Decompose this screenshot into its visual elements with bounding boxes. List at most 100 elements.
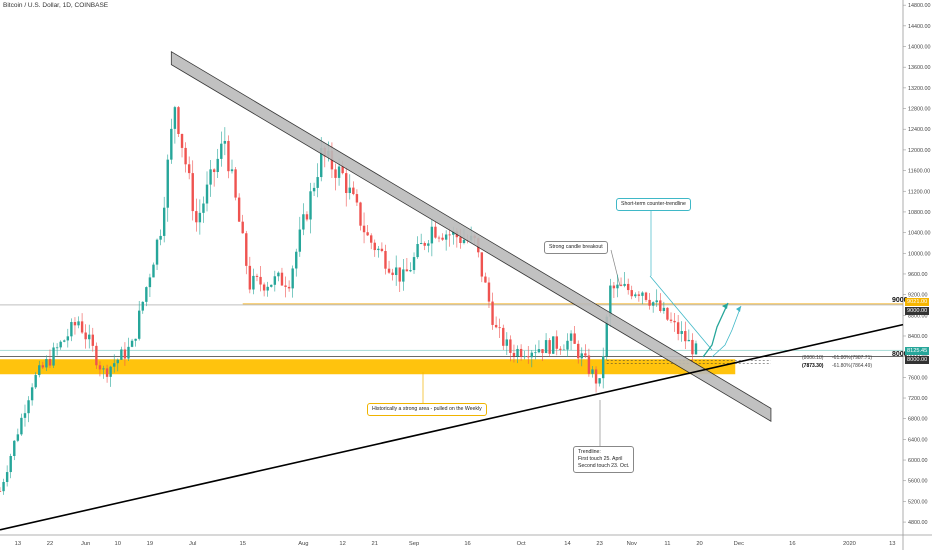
y-tick-label: 12000.00 <box>908 148 930 154</box>
candle-body <box>116 359 119 364</box>
candle-body <box>66 336 70 341</box>
candle-body <box>252 275 255 290</box>
candle-body <box>223 140 227 144</box>
candle-body <box>394 267 398 276</box>
x-tick-label: 23 <box>596 541 602 547</box>
x-tick-label: Jun <box>81 541 90 547</box>
candle-body <box>502 327 505 346</box>
candle-body <box>509 339 512 353</box>
candle-body <box>162 207 166 236</box>
support-zone <box>0 359 736 375</box>
candle-body <box>662 307 666 311</box>
candle-body <box>155 239 159 265</box>
note-trendline-touches: Trendline: First touch 25. April Second … <box>573 446 635 474</box>
projection-arrowhead-teal <box>736 306 741 312</box>
projection-arrowhead-green <box>722 303 728 309</box>
counter-trendline <box>649 275 713 351</box>
candle-body <box>609 285 612 317</box>
candle-body <box>601 356 605 379</box>
candle-body <box>173 107 177 129</box>
price-tag-9021: 9021.00 <box>905 298 930 306</box>
price-tag-8000: 8000.00 <box>905 356 930 364</box>
candle-body <box>191 173 194 212</box>
y-tick-label: 4800.00 <box>908 520 928 526</box>
candle-body <box>605 316 608 357</box>
candle-body <box>159 235 162 240</box>
candle-body <box>552 336 555 354</box>
candle-body <box>616 284 619 289</box>
candle-body <box>241 221 244 234</box>
candle-body <box>80 321 84 333</box>
candle-body <box>437 237 441 239</box>
candle-body <box>177 107 180 134</box>
candle-body <box>452 231 455 235</box>
candle-body <box>305 214 309 220</box>
candle-body <box>316 177 319 188</box>
candle-body <box>355 194 359 203</box>
candle-body <box>70 322 73 337</box>
candle-body <box>644 292 648 300</box>
candle-body <box>98 365 102 370</box>
candle-body <box>152 264 155 278</box>
candle-body <box>584 353 587 356</box>
candle-body <box>577 343 580 359</box>
x-tick-label: 16 <box>464 541 470 547</box>
candle-body <box>127 346 130 359</box>
x-tick-label: 10 <box>115 541 121 547</box>
candle-body <box>216 158 219 173</box>
note-strong-area: Historically a strong area - pulled on t… <box>367 403 487 417</box>
candle-body <box>377 248 380 251</box>
candle-body <box>234 169 237 198</box>
fib-text-2: -61.80%(7987.71) <box>832 355 873 361</box>
y-tick-label: 6800.00 <box>908 417 928 423</box>
candle-body <box>16 434 20 441</box>
candle-body <box>598 378 601 384</box>
candle-body <box>412 257 416 271</box>
candle-body <box>544 340 548 354</box>
candle-body <box>123 349 127 359</box>
candle-body <box>266 286 269 291</box>
candle-body <box>312 187 316 192</box>
candle-body <box>405 269 409 272</box>
candle-body <box>391 272 394 276</box>
candle-body <box>687 339 691 342</box>
candle-body <box>202 203 205 213</box>
candle-body <box>384 250 387 269</box>
candle-body <box>516 348 519 357</box>
y-tick-label: 13600.00 <box>908 65 930 71</box>
y-tick-label: 10400.00 <box>908 231 930 237</box>
candle-body <box>594 369 598 384</box>
fib-text-1: (8006.18) <box>802 355 824 361</box>
candle-body <box>52 347 55 366</box>
y-tick-label: 12800.00 <box>908 107 930 113</box>
candle-body <box>341 166 344 174</box>
x-tick-label: 16 <box>789 541 795 547</box>
candle-body <box>212 169 216 173</box>
candle-body <box>541 349 544 354</box>
candle-body <box>348 187 351 194</box>
candle-body <box>359 202 362 226</box>
candle-body <box>676 322 680 334</box>
candle-body <box>448 234 451 236</box>
candle-body <box>109 366 112 377</box>
y-tick-label: 6000.00 <box>908 458 928 464</box>
candle-body <box>295 251 298 269</box>
candle-body <box>626 283 630 291</box>
candle-body <box>273 276 277 285</box>
candle-body <box>184 147 187 165</box>
candle-body <box>227 140 230 172</box>
level-label-9000: 9000 <box>892 297 908 304</box>
candle-body <box>73 322 77 326</box>
candle-body <box>637 294 641 296</box>
candle-body <box>259 276 262 285</box>
candle-body <box>612 285 616 289</box>
y-tick-label: 10000.00 <box>908 251 930 257</box>
candle-body <box>566 340 569 350</box>
candle-body <box>38 365 41 376</box>
candle-body <box>9 456 12 473</box>
candle-body <box>23 413 27 418</box>
x-tick-label: 13 <box>15 541 21 547</box>
candle-body <box>434 226 437 238</box>
support-trendline <box>0 323 904 531</box>
